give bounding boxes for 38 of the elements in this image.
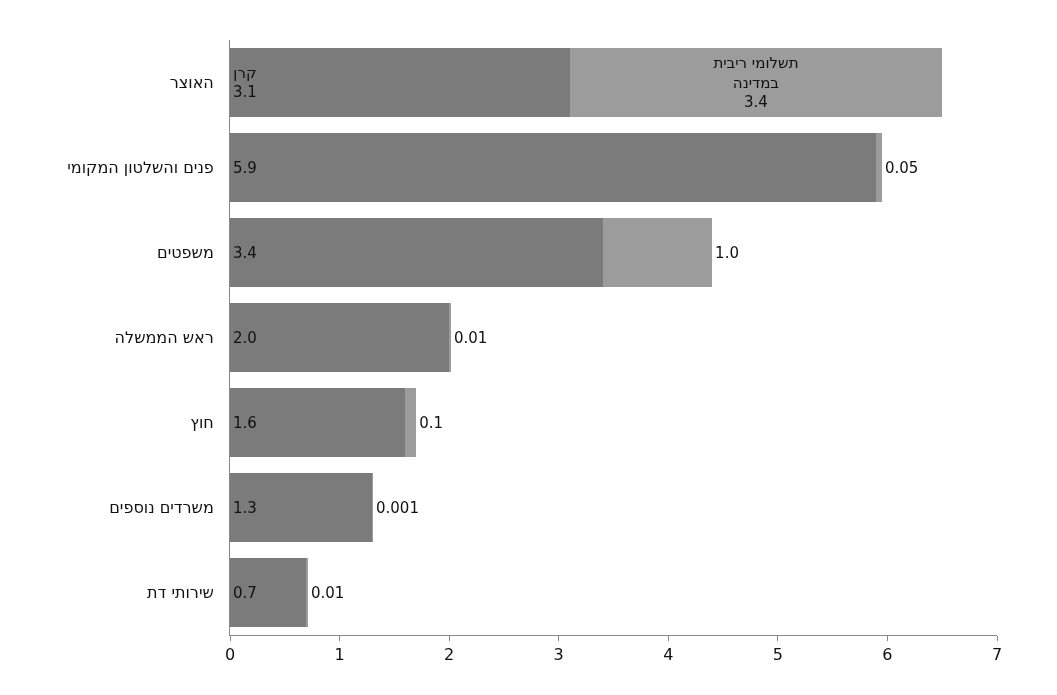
y-tick-label: האוצר [169, 73, 214, 93]
y-tick-label: משפטים [157, 243, 214, 263]
x-tick-label: 0 [224, 645, 236, 665]
x-tick-label: 3 [553, 645, 564, 665]
data-label: 2.0 [233, 328, 257, 347]
y-tick-label: חוץ [190, 413, 214, 433]
data-label: 1.6 [233, 413, 257, 432]
bar [230, 557, 307, 628]
x-tick-label: 1 [334, 645, 345, 665]
bar [230, 217, 603, 288]
bar [876, 132, 882, 203]
data-label: 0.01 [311, 583, 345, 602]
bar [230, 472, 373, 543]
data-label: 1.3 [233, 498, 257, 517]
x-tick-label: 7 [991, 645, 1003, 665]
data-label: 0.7 [233, 583, 257, 602]
y-tick-label: ראש הממשלה [114, 328, 214, 348]
x-tick-label: 6 [882, 645, 893, 665]
data-label: 0.01 [454, 328, 488, 347]
data-label: 0.05 [884, 158, 919, 177]
x-tick-label: 5 [772, 645, 783, 665]
x-tick-label: 4 [663, 645, 674, 665]
bar [230, 47, 570, 118]
bar [230, 132, 877, 203]
y-tick-label: פנים והשלטון המקומי [67, 158, 214, 178]
bar [230, 302, 450, 373]
data-label: 3.4 [233, 243, 257, 262]
bar [230, 387, 406, 458]
data-label: 0.1 [419, 413, 444, 432]
x-tick-label: 2 [444, 645, 455, 665]
bar [569, 47, 943, 118]
y-tick-label: שירותי דת [147, 583, 214, 603]
bar [602, 217, 713, 288]
data-label: 0.001 [376, 498, 419, 517]
y-tick-label: משרדים נוספים [109, 498, 214, 518]
data-label: 1.0 [715, 243, 739, 262]
data-label: 5.9 [233, 158, 257, 177]
bar [405, 387, 417, 458]
